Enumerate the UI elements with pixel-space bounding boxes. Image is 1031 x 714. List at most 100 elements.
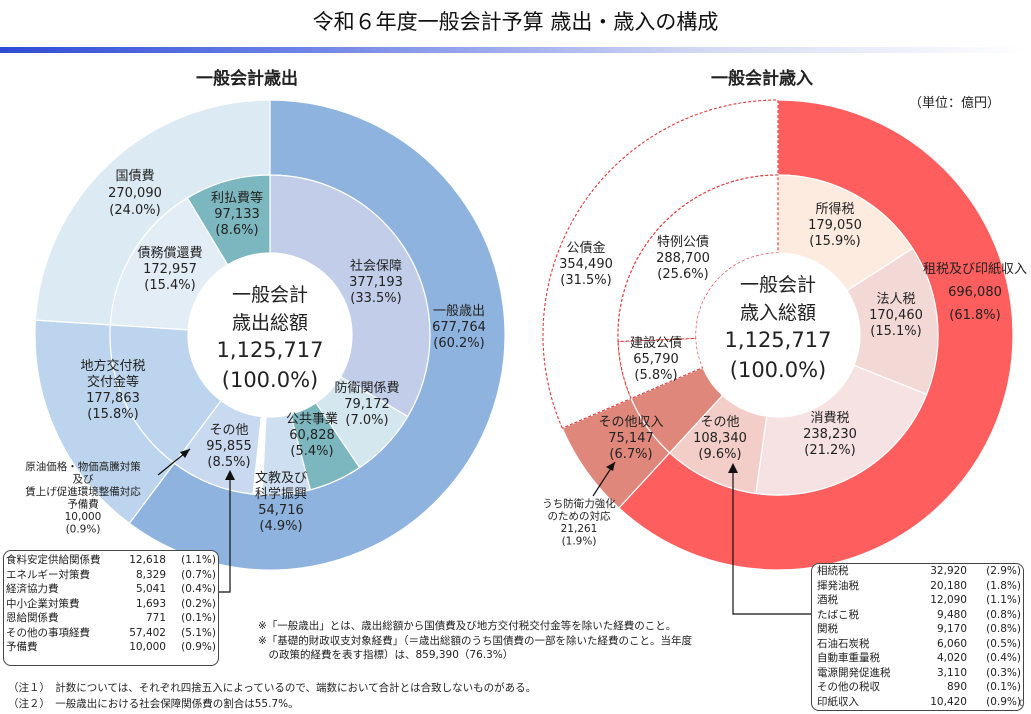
other-breakdown-arrow-head xyxy=(225,470,235,480)
other-tax-connector xyxy=(732,470,811,615)
expenditure-breakdown-row-value: 12,618 xyxy=(129,554,166,566)
label-special-bonds: 特例公債 288,700 (25.6%) xyxy=(656,235,710,282)
expenditure-breakdown-row: 中小企業対策費 1,693 (0.2%) xyxy=(4,597,218,612)
expenditure-breakdown-row-value: 10,000 xyxy=(129,641,166,653)
revenue-chart-title: 一般会計歳入 xyxy=(711,69,813,89)
expenditure-breakdown-row-value: 5,041 xyxy=(135,583,166,595)
notes: ※「一般歳出」とは、歳出総額から国債費及び地方交付税交付金等を除いた経費のこと。… xyxy=(258,619,692,663)
revenue-breakdown-row-name: その他の税収 xyxy=(817,681,880,693)
footnotes: （注１） 計数については、それぞれ四捨五入によっているので、端数において合計とは… xyxy=(8,680,536,712)
other-tax-arrow-head xyxy=(728,463,738,473)
label-defense: 防衛関係費 79,172 (7.0%) xyxy=(334,380,399,428)
revenue-breakdown-row-value: 10,420 xyxy=(930,695,967,708)
revenue-breakdown-row: たばこ税 9,480 (0.8%) xyxy=(812,608,1023,623)
revenue-breakdown-row-name: 相続税 xyxy=(817,565,849,577)
expenditure-total-label: 1,125,717 (100.0%) xyxy=(217,338,324,392)
revenue-breakdown-row-name: 印紙収入 xyxy=(817,695,859,708)
expenditure-breakdown-box: 食料安定供給関係費 12,618 (1.1%) エネルギー対策費 8,329 (0.7%)… xyxy=(3,550,219,666)
label-reserve-fund: 原油価格・物価高騰対策及び賃上げ促進環境整備対応予備費 10,000 (0.9%) xyxy=(25,460,141,536)
revenue-breakdown-row-name: 揮発油税 xyxy=(817,579,859,592)
expenditure-breakdown-row-value: 1,693 xyxy=(135,597,166,610)
revenue-total-label: 1,125,717 (100.0%) xyxy=(725,328,832,382)
revenue-breakdown-row-name: 酒税 xyxy=(817,594,838,606)
revenue-breakdown-row-value: 4,020 xyxy=(936,652,967,664)
expenditure-center xyxy=(188,253,352,417)
expenditure-breakdown-row-value: 771 xyxy=(145,612,166,624)
expenditure-breakdown-row-percent: (0.2%) xyxy=(181,597,216,610)
revenue-breakdown-row-value: 9,170 xyxy=(936,623,967,635)
revenue-breakdown-row: 石油石炭税 6,060 (0.5%) xyxy=(812,637,1023,652)
revenue-breakdown-row-percent: (0.3%) xyxy=(986,666,1021,679)
expenditure-breakdown-row: 食料安定供給関係費 12,618 (1.1%) xyxy=(4,553,218,568)
revenue-breakdown-row-name: たばこ税 xyxy=(817,608,859,621)
revenue-breakdown-row: 相続税 32,920 (2.9%) xyxy=(812,564,1023,579)
title-rule xyxy=(0,47,1031,53)
expenditure-breakdown-row-percent: (0.7%) xyxy=(181,568,216,581)
revenue-breakdown-row: その他の税収 890 (0.1%) xyxy=(812,680,1023,695)
revenue-breakdown-row-percent: (1.1%) xyxy=(986,594,1021,606)
revenue-breakdown-row: 揮発油税 20,180 (1.8%) xyxy=(812,579,1023,594)
label-education-science: 文教及び科学振興 54,716 (4.9%) xyxy=(255,470,307,534)
expenditure-breakdown-row-percent: (1.1%) xyxy=(181,554,216,566)
expenditure-breakdown-row-value: 57,402 xyxy=(129,626,166,639)
revenue-breakdown-row-percent: (0.8%) xyxy=(986,623,1021,635)
label-corporate-tax: 法人税 170,460 (15.1%) xyxy=(869,292,923,339)
label-other-tax: その他 108,340 (9.6%) xyxy=(693,415,747,462)
label-debt-redemption: 債務償還費 172,957 (15.4%) xyxy=(137,246,202,293)
revenue-breakdown-row: 自動車重量税 4,020 (0.4%) xyxy=(812,651,1023,666)
revenue-breakdown-box: 相続税 32,920 (2.9%) 揮発油税 20,180 (1.8%) 酒税 12,090 (… xyxy=(811,563,1024,711)
page-number: 0 xyxy=(1019,699,1025,709)
page-title: 令和６年度一般会計予算 歳出・歳入の構成 xyxy=(312,10,719,34)
revenue-breakdown-row-name: 電源開発促進税 xyxy=(817,666,891,679)
label-other-expenditure: その他 95,855 (8.5%) xyxy=(206,423,252,470)
label-debt-service: 国債費 270,090 (24.0%) xyxy=(108,169,162,218)
revenue-breakdown-row-percent: (0.9%) xyxy=(986,695,1021,708)
label-other-revenue: その他収入 75,147 (6.7%) xyxy=(598,415,663,462)
revenue-breakdown-row-percent: (2.9%) xyxy=(986,565,1021,577)
expenditure-breakdown-row: 経済協力費 5,041 (0.4%) xyxy=(4,582,218,597)
expenditure-breakdown-row-percent: (0.1%) xyxy=(181,612,216,624)
revenue-breakdown-row: 印紙収入 10,420 (0.9%) xyxy=(812,695,1023,710)
note-line: ※「一般歳出」とは、歳出総額から国債費及び地方交付税交付金等を除いた経費のこと。 xyxy=(258,620,677,632)
note-line: ※「基礎的財政収支対象経費」（＝歳出総額のうち国債費の一部を除いた経費のこと。当… xyxy=(258,634,693,647)
revenue-breakdown-row-value: 9,480 xyxy=(936,608,967,621)
expenditure-chart-title: 一般会計歳出 xyxy=(196,69,298,89)
revenue-slice-2 xyxy=(755,364,928,496)
defense-fund-arrow-head xyxy=(606,462,615,471)
label-public-bonds: 公債金 354,490 (31.5%) xyxy=(559,240,613,288)
expenditure-breakdown-row-name: 食料安定供給関係費 xyxy=(6,554,101,566)
revenue-breakdown-row-value: 3,110 xyxy=(936,666,967,679)
expenditure-center-label: 一般会計歳出総額 xyxy=(232,284,308,334)
revenue-breakdown-row-percent: (0.4%) xyxy=(986,652,1021,664)
label-social-security: 社会保障 377,193 (33.5%) xyxy=(349,258,403,306)
expenditure-breakdown-row-name: 中小企業対策費 xyxy=(6,597,80,610)
revenue-breakdown-row-percent: (1.8%) xyxy=(986,579,1021,592)
label-tax-revenue: 租税及び印紙収入 696,080 (61.8%) xyxy=(923,262,1027,323)
expenditure-breakdown-row-percent: (0.9%) xyxy=(181,641,216,653)
expenditure-breakdown-row: 恩給関係費 771 (0.1%) xyxy=(4,611,218,626)
revenue-breakdown-row-value: 6,060 xyxy=(936,637,967,650)
label-local-allocation: 地方交付税交付金等 177,863 (15.8%) xyxy=(80,358,145,422)
expenditure-breakdown-row-percent: (5.1%) xyxy=(181,626,216,639)
expenditure-breakdown-row: 予備費 10,000 (0.9%) xyxy=(4,640,218,655)
expenditure-breakdown-row-name: 予備費 xyxy=(6,641,38,653)
revenue-breakdown-row-value: 890 xyxy=(946,681,967,693)
expenditure-breakdown-row-percent: (0.4%) xyxy=(181,583,216,595)
label-consumption-tax: 消費税 238,230 (21.2%) xyxy=(803,411,857,458)
revenue-breakdown-row-percent: (0.1%) xyxy=(986,681,1021,693)
revenue-breakdown-row-value: 12,090 xyxy=(930,594,967,606)
expenditure-breakdown-row: その他の事項経費 57,402 (5.1%) xyxy=(4,626,218,641)
note-line: の政策的経費を表す指標）は、859,390（76.3%） xyxy=(258,649,514,661)
revenue-breakdown-row-name: 関税 xyxy=(817,623,838,635)
revenue-breakdown-row-value: 32,920 xyxy=(930,565,967,577)
reserve-arrow-head xyxy=(180,449,190,458)
label-defense-fund: うち防衛力強化のための対応 21,261 (1.9%) xyxy=(542,497,616,548)
expenditure-breakdown-row-value: 8,329 xyxy=(135,568,166,581)
revenue-breakdown-row-name: 石油石炭税 xyxy=(817,637,870,650)
unit-label: （単位：億円） xyxy=(909,96,1001,111)
expenditure-breakdown-row: エネルギー対策費 8,329 (0.7%) xyxy=(4,568,218,583)
label-general-expenditure: 一般歳出 677,764 (60.2%) xyxy=(432,303,486,351)
revenue-breakdown-row-value: 20,180 xyxy=(930,579,967,592)
other-breakdown-connector xyxy=(218,477,231,593)
